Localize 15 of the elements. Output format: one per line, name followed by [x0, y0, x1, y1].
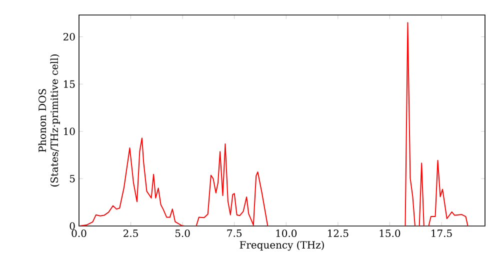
y-tick-label: 15: [64, 80, 75, 88]
x-tick-label: 12.5: [328, 230, 348, 238]
x-tick-label: 15.0: [380, 230, 400, 238]
y-tick-label: 5: [70, 174, 75, 182]
x-tick-label: 10.0: [276, 230, 297, 238]
y-tick-label: 0: [70, 222, 75, 230]
x-tick-label: 7.5: [227, 230, 242, 237]
x-tick-label: 5.0: [175, 230, 190, 238]
x-axis-title: Frequency (THz): [240, 240, 324, 251]
x-tick-label: 0.0: [72, 230, 86, 238]
y-tick-label: 20: [63, 32, 75, 41]
y-tick-label: 10: [64, 128, 75, 136]
y-axis-title: Phonon DOS (States/THz·primitive cell): [38, 54, 60, 186]
x-tick-label: 17.5: [432, 230, 452, 238]
x-tick-label: 2.5: [124, 230, 138, 238]
